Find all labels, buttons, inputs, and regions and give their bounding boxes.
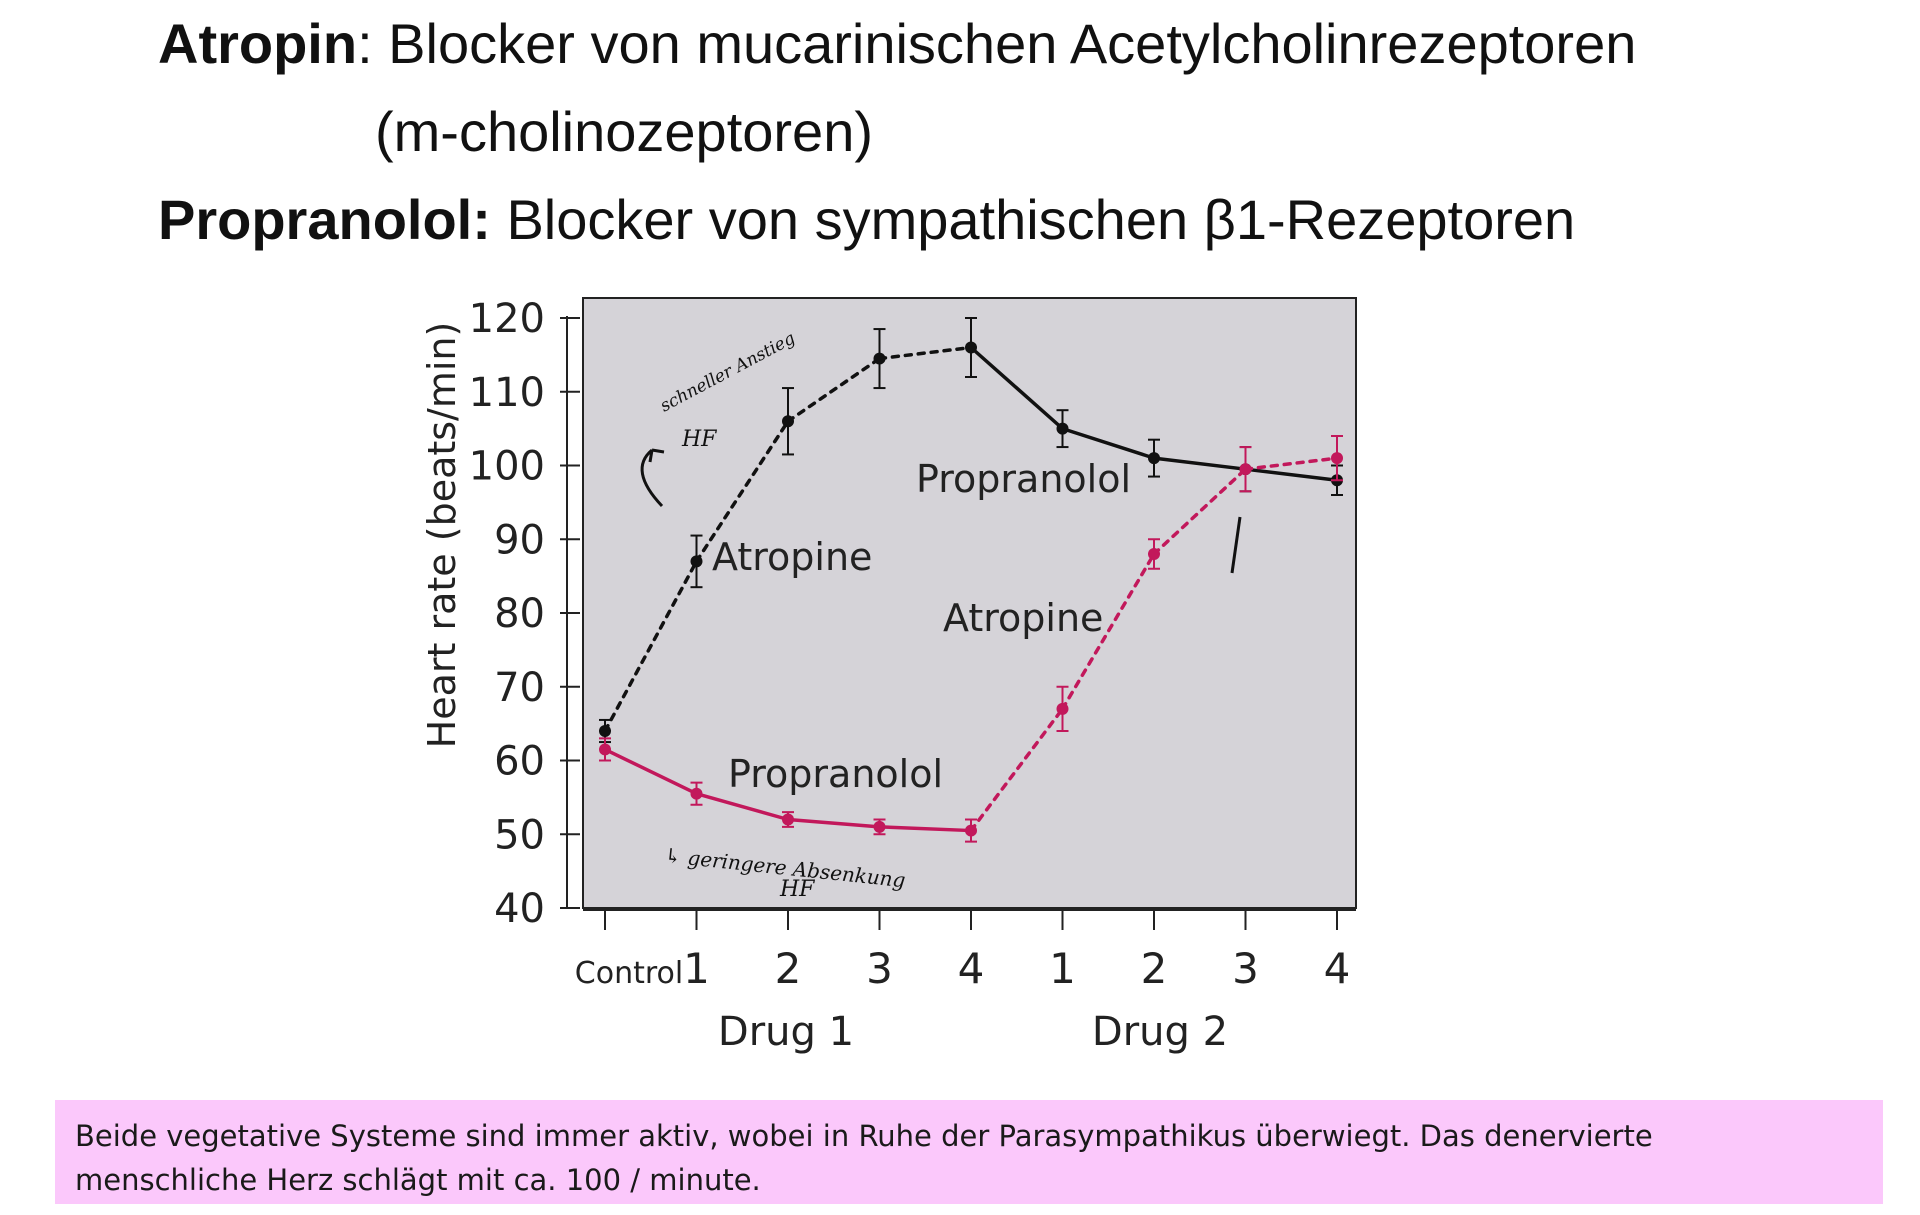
data-point [1056,702,1069,715]
series-segment [603,559,699,733]
heading-propranolol-term: Propranolol: [158,188,491,251]
data-point [965,824,977,837]
x-tick-label: Control [575,956,683,991]
series-segment [786,356,882,423]
series-segment [1243,456,1339,471]
y-tick-label: 120 [469,296,545,342]
annotation-atropine-2: Atropine [943,596,1103,640]
handwritten-rise-hf: HF [681,427,717,452]
x-tick-label: 1 [1049,944,1076,993]
annotation-atropine-1: Atropine [712,535,872,579]
data-point [1331,452,1343,465]
note-box: Beide vegetative Systeme sind immer akti… [55,1100,1883,1204]
data-point [965,341,977,354]
handwritten-stroke-mark [1230,516,1242,574]
series-segment [879,825,972,833]
heading-atropin-definition: : Blocker von mucarinischen Acetylcholin… [357,12,1637,75]
y-axis-label: Heart rate (beats/min) [420,322,464,749]
x-group-label: Drug 2 [1092,1009,1228,1055]
series-segment [604,747,698,796]
x-tick-label: 2 [775,944,802,993]
x-tick-label: 4 [958,944,985,993]
annotation-propranolol-1: Propranolol [728,752,943,796]
heading-propranolol: Propranolol: Blocker von sympathischen β… [158,192,1575,248]
handwritten-arrow-icon [640,448,665,508]
data-point [1239,463,1252,476]
y-tick-label: 110 [469,370,545,416]
data-point [873,820,886,833]
series-segment [877,345,973,361]
x-tick-label: 4 [1324,944,1351,993]
data-point [599,743,611,756]
data-point [690,787,703,800]
y-tick-label: 100 [469,444,545,490]
y-tick-label: 70 [494,665,545,711]
series-segment [1060,552,1156,711]
data-point [782,415,794,428]
x-tick-label: 3 [866,944,893,993]
note-text: Beide vegetative Systeme sind immer akti… [75,1114,1863,1202]
heading-atropin-term: Atropin [158,12,358,75]
x-tick-label: 1 [683,944,710,993]
series-segment [694,419,790,564]
heading-atropin-subtitle: (m-cholinozeptoren) [375,100,873,163]
y-tick-label: 80 [494,591,545,637]
data-point [873,352,886,365]
series-segment [969,707,1065,833]
series-magenta [599,435,1343,843]
y-tick-label: 40 [494,886,545,932]
data-point [1056,422,1069,435]
handwritten-fall-hf: HF [779,877,815,902]
series-segment [1152,467,1248,556]
data-point [782,813,794,826]
series-segment [969,346,1064,430]
series-segment [1245,467,1338,482]
series-segment [1153,456,1246,471]
y-tick-label: 50 [494,812,545,858]
data-point [1148,452,1160,465]
note-line-1: Beide vegetative Systeme sind immer akti… [75,1119,1653,1153]
y-tick-label: 90 [494,517,545,563]
heading-atropin: Atropin: Blocker von mucarinischen Acety… [158,16,1636,72]
series-segment [787,817,880,829]
chart-series [599,317,1343,843]
annotation-propranolol-2: Propranolol [916,457,1131,501]
x-tick-label: 3 [1232,944,1259,993]
x-group-label: Drug 1 [718,1009,854,1055]
series-segment [1061,426,1155,460]
data-point [599,725,611,737]
heading-propranolol-definition: Blocker von sympathischen β1-Rezeptoren [490,188,1576,251]
y-tick-label: 60 [494,739,545,785]
data-point [1148,548,1160,560]
note-line-2: menschliche Herz schlägt mit ca. 100 / m… [75,1163,761,1197]
data-point [690,555,703,568]
x-tick-label: 2 [1141,944,1168,993]
plot-area [582,297,1357,909]
series-segment [696,792,789,822]
